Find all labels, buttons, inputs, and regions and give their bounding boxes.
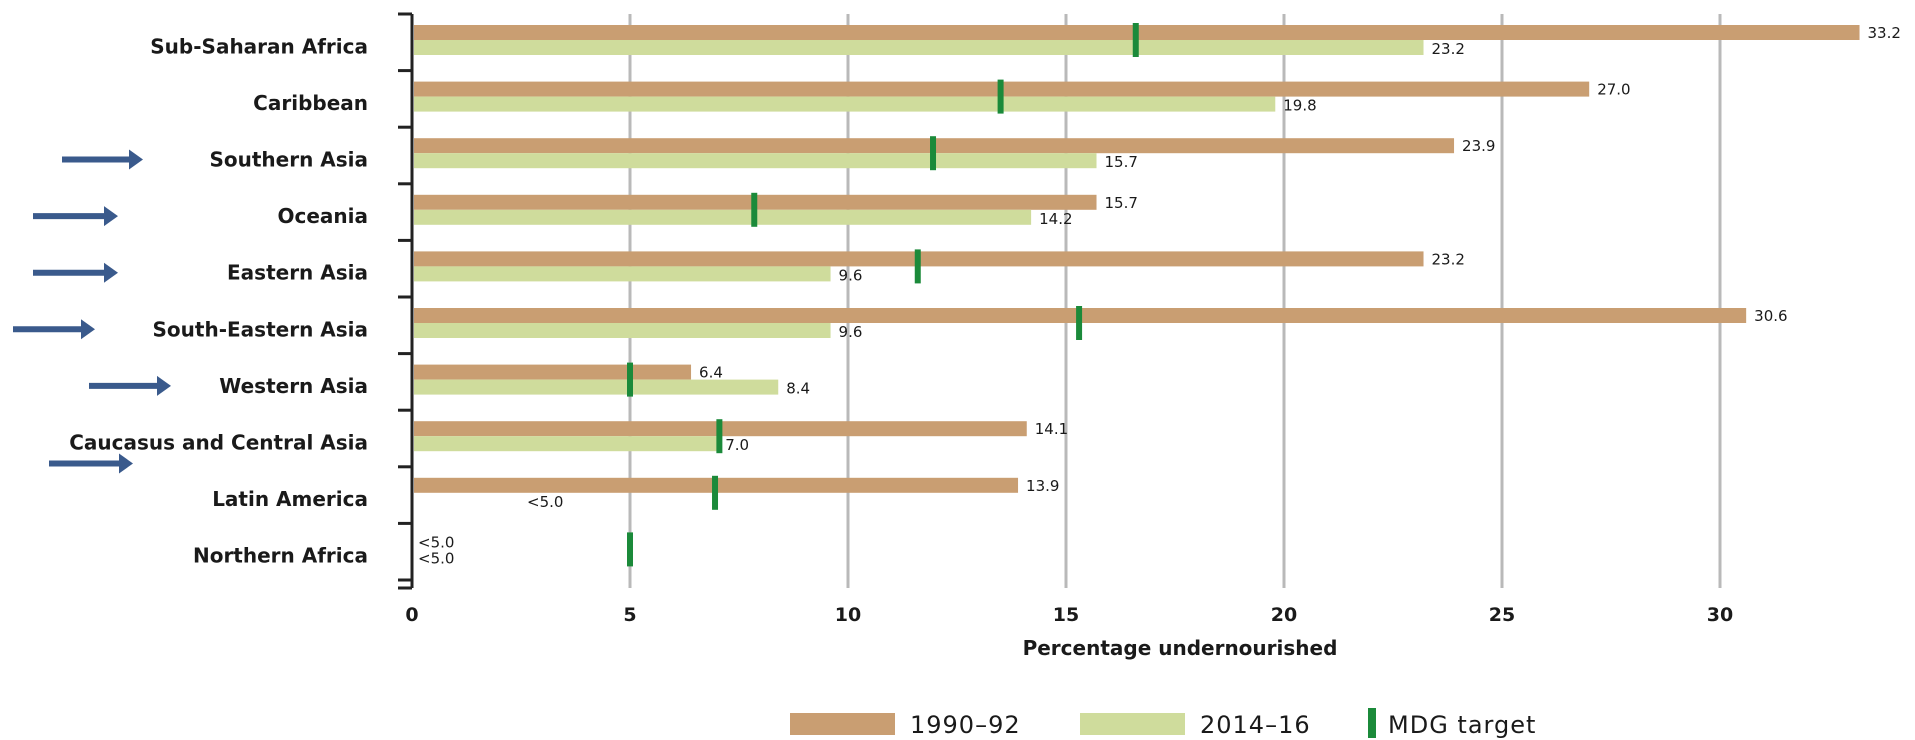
value-label-1990-92: 33.2 <box>1868 24 1901 42</box>
bar-2014-16 <box>414 323 831 338</box>
bar-2014-16 <box>414 379 779 395</box>
value-label-2014-16: 9.6 <box>839 266 863 284</box>
value-label-1990-92: 30.6 <box>1754 307 1787 325</box>
legend: 1990–92 2014–16 MDG target <box>790 708 1536 739</box>
mdg-target-marker <box>914 249 921 284</box>
x-tick-label: 15 <box>1053 604 1079 626</box>
x-axis-title: Percentage undernourished <box>1023 636 1338 660</box>
category-label: Sub-Saharan Africa <box>150 34 368 58</box>
bar-2014-16 <box>414 266 831 282</box>
arrow-head <box>104 206 118 227</box>
category-label: Caribbean <box>253 91 368 115</box>
bar-2014-16 <box>414 209 1032 225</box>
arrow-icon <box>89 375 171 396</box>
value-label-2014-16: 9.6 <box>839 323 863 341</box>
value-label-1990-92: 15.7 <box>1105 194 1138 212</box>
value-label-2014-16: 19.8 <box>1283 97 1316 115</box>
value-label-1990-92: 14.1 <box>1035 420 1068 438</box>
mdg-target-marker <box>716 419 723 454</box>
value-label-2014-16: 7.0 <box>725 436 749 454</box>
arrow-icon <box>13 319 95 340</box>
arrows <box>13 149 171 474</box>
value-label-1990-92: 6.4 <box>699 364 723 382</box>
value-label-1990-92: 23.2 <box>1432 250 1465 268</box>
bar-2014-16 <box>414 40 1424 55</box>
arrow-head <box>157 375 171 396</box>
x-tick-label: 10 <box>835 604 861 626</box>
value-label-2014-16: 8.4 <box>786 380 810 398</box>
value-label-2014-16: 23.2 <box>1432 40 1465 58</box>
arrow-head <box>129 149 143 170</box>
value-label-1990-92: <5.0 <box>418 533 454 551</box>
legend-label-1990: 1990–92 <box>910 711 1021 739</box>
category-label: Western Asia <box>219 374 368 398</box>
bar-2014-16 <box>414 436 718 452</box>
bar-2014-16 <box>414 96 1276 112</box>
mdg-target-marker <box>1076 306 1083 340</box>
arrow-icon <box>33 206 118 227</box>
category-label: Latin America <box>212 487 368 511</box>
x-tick-label: 20 <box>1271 604 1297 626</box>
category-label: Eastern Asia <box>227 261 368 285</box>
value-label-2014-16: <5.0 <box>418 549 454 567</box>
mdg-target-marker <box>997 79 1004 114</box>
legend-label-2014: 2014–16 <box>1200 711 1311 739</box>
category-label: Oceania <box>277 204 368 228</box>
mdg-target-marker <box>1132 23 1139 57</box>
mdg-target-marker <box>930 136 937 171</box>
x-tick-label: 0 <box>405 604 418 626</box>
mdg-target-marker <box>712 475 719 510</box>
axes <box>398 12 414 590</box>
bar-1990-92 <box>414 364 692 380</box>
x-tick-label: 25 <box>1489 604 1515 626</box>
legend-label-mdg-target: MDG target <box>1388 711 1536 739</box>
value-label-2014-16: 14.2 <box>1039 210 1072 228</box>
value-label-2014-16: <5.0 <box>527 493 563 511</box>
labels: 0 5 10 15 20 25 30 Sub-Saharan Africa 33.2 23.2 Ca… <box>69 24 1901 626</box>
arrow-icon <box>49 453 133 474</box>
x-tick-label: 5 <box>623 604 636 626</box>
bars <box>414 25 1860 493</box>
arrow-head <box>81 319 95 340</box>
category-label: Southern Asia <box>209 148 368 172</box>
arrow-head <box>119 453 133 474</box>
legend-swatch-2014 <box>1080 713 1185 735</box>
legend-swatch-mdg-target <box>1368 708 1376 738</box>
mdg-target-markers <box>627 23 1139 567</box>
mdg-target-marker <box>627 532 633 567</box>
arrow-head <box>104 262 118 283</box>
value-label-1990-92: 23.9 <box>1462 137 1495 155</box>
mdg-target-marker <box>751 192 758 227</box>
category-label: South-Eastern Asia <box>153 317 368 341</box>
bar-2014-16 <box>414 153 1097 169</box>
value-label-1990-92: 13.9 <box>1026 477 1059 495</box>
mdg-target-marker <box>627 362 633 397</box>
value-label-1990-92: 27.0 <box>1597 81 1630 99</box>
arrow-icon <box>62 149 143 170</box>
category-label: Northern Africa <box>193 544 368 568</box>
value-label-2014-16: 15.7 <box>1105 153 1138 171</box>
x-tick-label: 30 <box>1707 604 1733 626</box>
legend-swatch-1990 <box>790 713 895 735</box>
category-label: Caucasus and Central Asia <box>69 431 368 455</box>
arrow-icon <box>33 262 118 283</box>
